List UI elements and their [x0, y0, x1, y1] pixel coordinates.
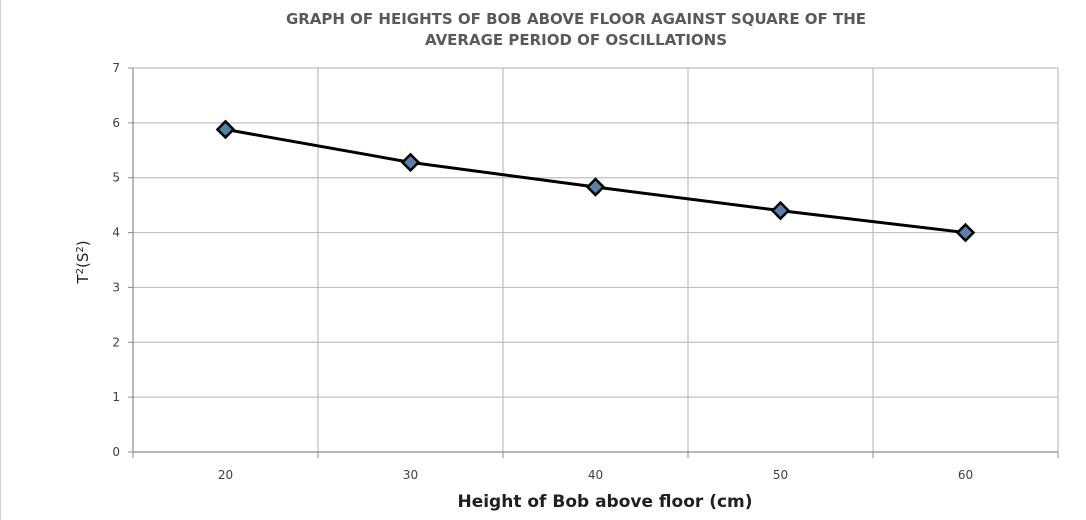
y-tick-label: 2: [112, 335, 120, 349]
data-point-marker: [400, 152, 421, 173]
tick-layer: 0 1 2 3 4 5 6 7 20 30 40 50 60: [112, 61, 973, 482]
y-tick-label: 1: [112, 390, 120, 404]
data-point-marker: [585, 177, 606, 197]
chart-title-line-2: AVERAGE PERIOD OF OSCILLATIONS: [425, 31, 727, 49]
x-axis-label: Height of Bob above floor (cm): [457, 492, 752, 512]
x-tick-label: 40: [588, 468, 603, 482]
x-tick-label: 20: [218, 468, 233, 482]
y-axis-label-sup1: 2: [75, 268, 86, 274]
y-axis-label-end: ): [74, 240, 92, 246]
y-axis-label-sup2: 2: [75, 246, 86, 252]
x-tick-label: 60: [958, 468, 973, 482]
x-tick-label: 50: [773, 468, 788, 482]
data-point-marker: [215, 119, 236, 140]
series-layer: [215, 119, 976, 243]
grid-layer: [133, 67, 1059, 452]
y-tick-label: 7: [112, 61, 120, 75]
data-point-marker: [955, 222, 976, 243]
axis-layer: [128, 67, 1059, 458]
y-axis-label: T2(S2): [74, 240, 92, 284]
y-tick-label: 4: [112, 226, 120, 240]
x-tick-label: 30: [403, 468, 418, 482]
y-tick-label: 0: [112, 445, 120, 459]
data-point-marker: [770, 200, 791, 221]
chart-title-line-1: GRAPH OF HEIGHTS OF BOB ABOVE FLOOR AGAI…: [286, 10, 866, 28]
y-tick-label: 5: [112, 171, 120, 185]
y-tick-label: 6: [112, 116, 120, 130]
y-tick-label: 3: [112, 280, 120, 294]
y-axis-label-mid: (S: [74, 253, 92, 268]
y-axis-label-base: T: [74, 274, 92, 285]
